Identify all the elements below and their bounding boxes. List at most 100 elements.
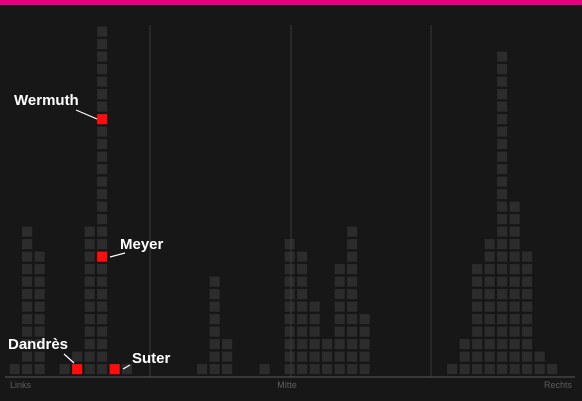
bar-cell	[95, 125, 109, 138]
leader-line-wermuth	[75, 109, 98, 120]
bar-cell	[358, 362, 371, 376]
bar-cell	[20, 250, 34, 263]
bar-cell	[508, 225, 521, 238]
bar-cell	[508, 350, 521, 363]
bar-cell	[20, 300, 34, 313]
bar-cell	[33, 312, 46, 326]
bar-cell	[495, 212, 509, 226]
bar-cell	[345, 350, 359, 363]
bar-cell	[483, 275, 496, 288]
bar-cell	[83, 362, 96, 376]
bar-cell	[95, 187, 109, 201]
bar-cell	[308, 312, 321, 326]
bar-cell	[470, 312, 484, 326]
bar-cell	[95, 162, 109, 176]
bar-cell	[333, 312, 346, 326]
bar-cell	[95, 300, 109, 313]
bar-cell	[495, 325, 509, 338]
bar-cell	[95, 262, 109, 276]
bar-cell	[333, 350, 346, 363]
bar-cell	[483, 325, 496, 338]
bar-cell	[345, 300, 359, 313]
bar-cell	[308, 337, 321, 351]
bar-cell	[95, 150, 109, 163]
bar-cell	[95, 137, 109, 151]
bar-cell	[20, 337, 34, 351]
bar-cell	[495, 187, 509, 201]
bar-cell	[520, 287, 534, 301]
bar-cell	[495, 350, 509, 363]
bar-cell	[470, 300, 484, 313]
bar-cell	[345, 250, 359, 263]
bar-cell	[283, 250, 296, 263]
callout-label-wermuth: Wermuth	[14, 92, 79, 109]
bar-cell	[508, 325, 521, 338]
bar-cell	[308, 350, 321, 363]
bar-cell	[33, 300, 46, 313]
bar-cell	[333, 362, 346, 376]
bar-cell	[83, 275, 96, 288]
bar-cell	[320, 337, 334, 351]
bar-cell	[508, 300, 521, 313]
bar-cell	[208, 300, 221, 313]
bar-cell	[483, 287, 496, 301]
bar-cell	[358, 337, 371, 351]
bar-cell	[220, 337, 234, 351]
bar-cell	[283, 350, 296, 363]
bar-cell	[320, 350, 334, 363]
highlight-cell-suter	[108, 362, 121, 376]
bar-cell	[283, 337, 296, 351]
bar-cell	[520, 350, 534, 363]
bar-cell	[8, 362, 21, 376]
bar-cell	[83, 262, 96, 276]
bar-cell	[483, 312, 496, 326]
bar-cell	[283, 312, 296, 326]
bar-cell	[508, 212, 521, 226]
bar-cell	[220, 362, 234, 376]
bar-cell	[208, 350, 221, 363]
bar-cell	[495, 150, 509, 163]
bar-cell	[495, 175, 509, 188]
bar-cell	[495, 100, 509, 113]
bar-cell	[495, 312, 509, 326]
bar-cell	[83, 350, 96, 363]
bar-cell	[283, 300, 296, 313]
bar-cell	[33, 250, 46, 263]
bar-cell	[83, 250, 96, 263]
bar-cell	[295, 350, 309, 363]
bar-cell	[483, 237, 496, 251]
bar-cell	[208, 312, 221, 326]
bar-cell	[520, 362, 534, 376]
bar-cell	[83, 312, 96, 326]
bar-cell	[495, 137, 509, 151]
bar-cell	[520, 250, 534, 263]
bar-cell	[508, 275, 521, 288]
bar-cell	[508, 250, 521, 263]
bar-cell	[33, 325, 46, 338]
bar-cell	[495, 225, 509, 238]
bar-cell	[470, 337, 484, 351]
bar-cell	[358, 350, 371, 363]
bar-cell	[508, 287, 521, 301]
bar-cell	[495, 75, 509, 88]
bar-cell	[308, 325, 321, 338]
leader-line-meyer	[109, 252, 126, 258]
bar-cell	[508, 262, 521, 276]
bar-cell	[95, 350, 109, 363]
bar-cell	[520, 312, 534, 326]
bar-cell	[95, 225, 109, 238]
axis-label-left: Links	[10, 380, 32, 390]
bar-cell	[508, 200, 521, 213]
bar-cell	[95, 325, 109, 338]
bar-cell	[495, 125, 509, 138]
bar-cell	[483, 300, 496, 313]
bar-cell	[70, 350, 84, 363]
bar-cell	[495, 250, 509, 263]
bar-cell	[470, 325, 484, 338]
bar-cell	[95, 25, 109, 38]
bar-cell	[508, 362, 521, 376]
bar-cell	[358, 312, 371, 326]
bar-cell	[345, 325, 359, 338]
bar-cell	[458, 337, 471, 351]
